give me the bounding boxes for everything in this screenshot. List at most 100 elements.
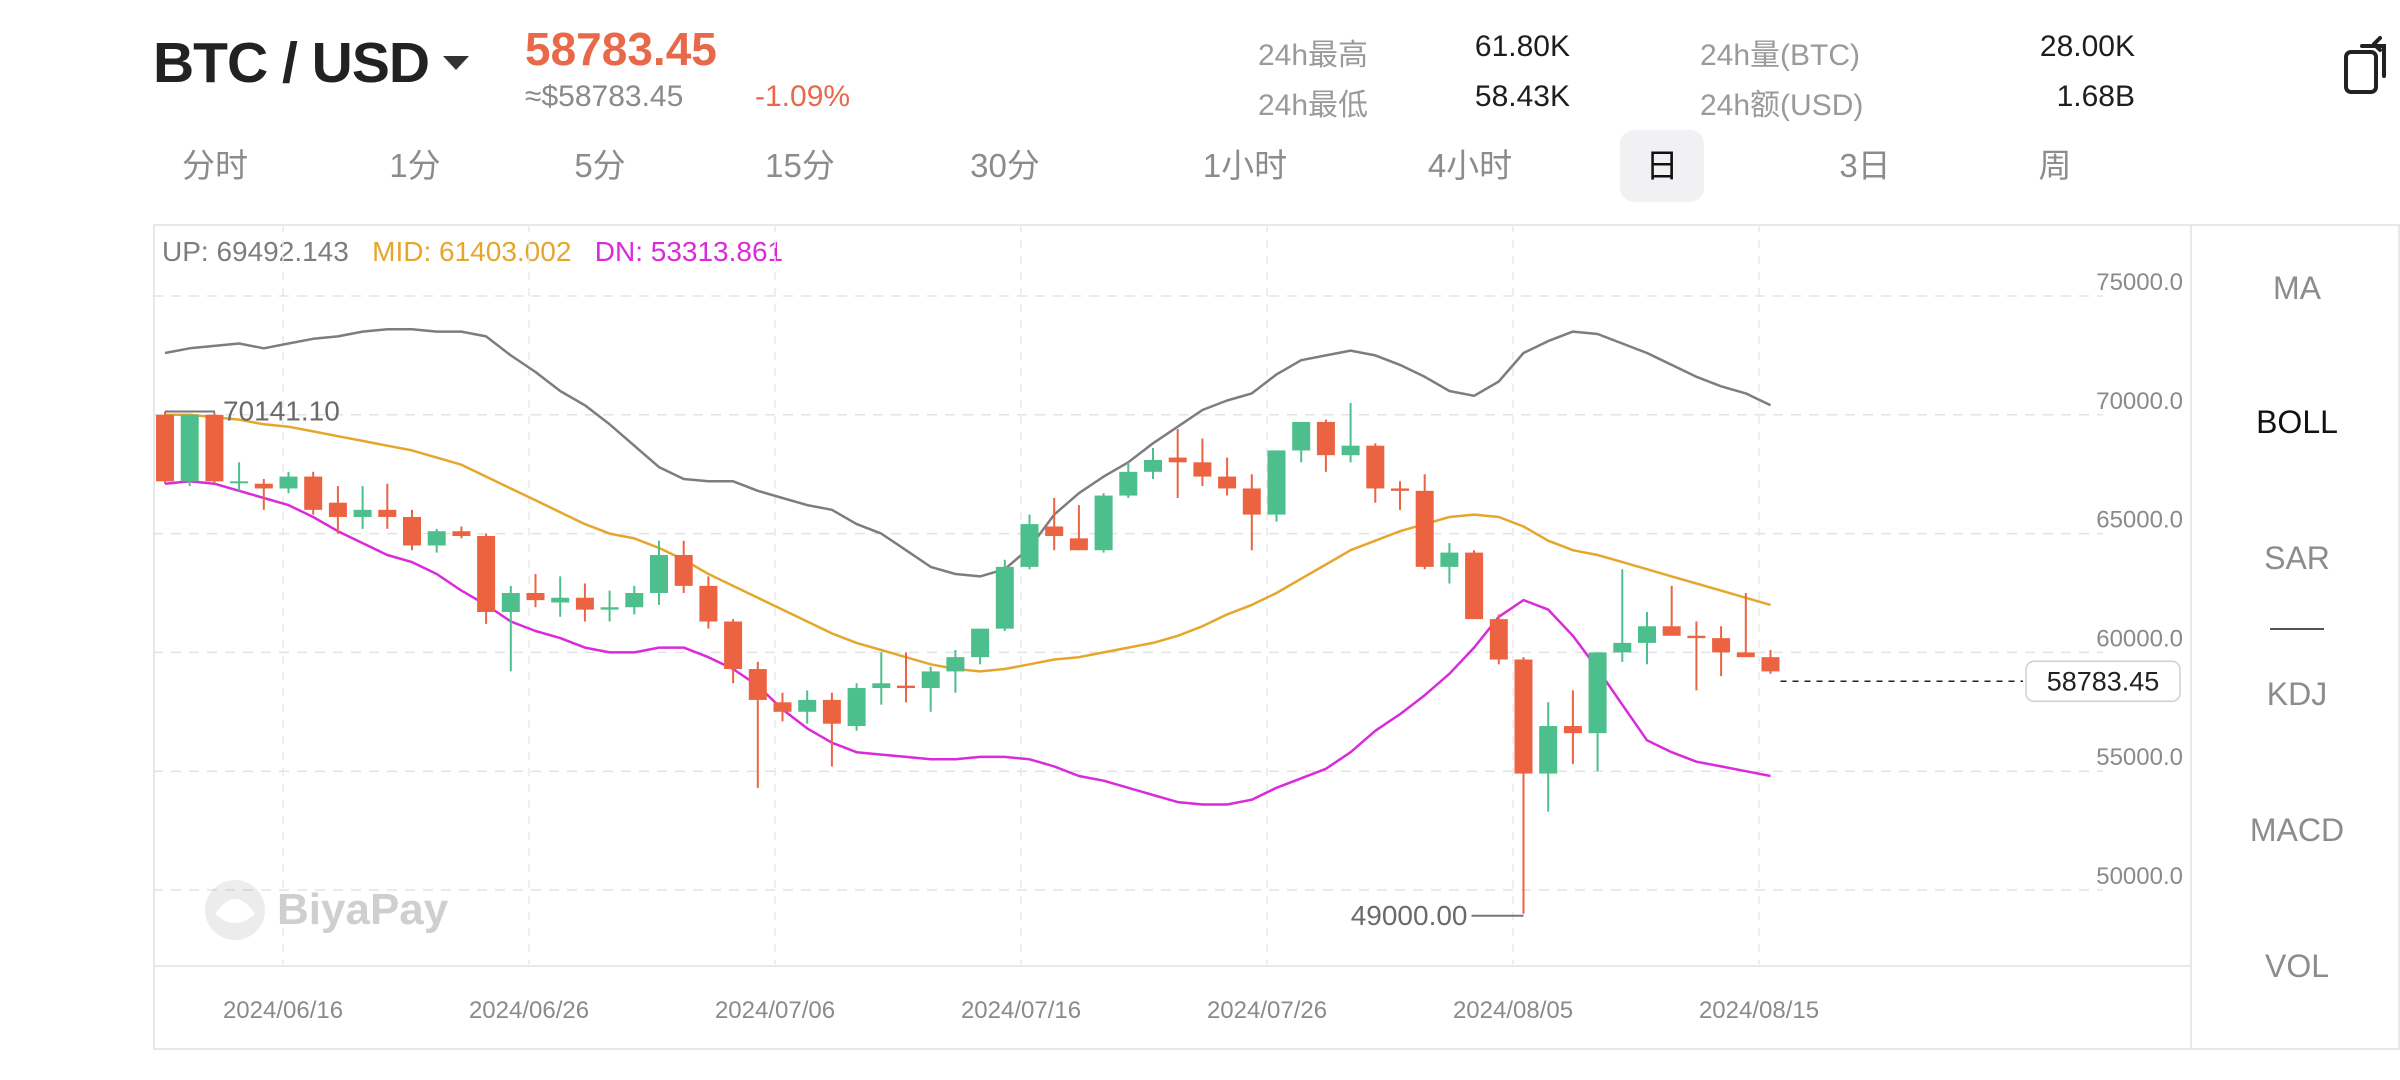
- boll-legend: UP: 69492.143 MID: 61403.002 DN: 53313.8…: [162, 236, 783, 268]
- caret-down-icon: [443, 56, 469, 70]
- candle-body: [1341, 445, 1360, 456]
- x-tick-label: 2024/07/26: [1207, 997, 1327, 1024]
- candle-body: [1242, 488, 1261, 515]
- candle-body: [1613, 642, 1632, 653]
- change-percent: -1.09%: [755, 80, 851, 113]
- candle-body: [748, 669, 767, 700]
- y-tick-label: 65000.0: [2096, 507, 2183, 534]
- share-button[interactable]: [2340, 30, 2400, 100]
- approx-usd-price: ≈$58783.45: [525, 80, 684, 113]
- candle-body: [427, 531, 446, 546]
- candle-body: [156, 414, 174, 482]
- indicator-vol[interactable]: VOL: [2264, 948, 2330, 984]
- pair-selector[interactable]: BTC / USD: [153, 30, 469, 96]
- candle-body: [1712, 638, 1731, 653]
- candle-body: [526, 593, 545, 601]
- tab-1min[interactable]: 1分: [389, 147, 441, 184]
- candle-body: [650, 554, 668, 593]
- candle-body: [1144, 459, 1162, 472]
- y-tick-label: 75000.0: [2096, 269, 2183, 296]
- volume-24h-value: 28.00K: [2039, 30, 2135, 63]
- high-24h-label: 24h最高: [1258, 39, 1369, 72]
- candle-body: [1218, 476, 1237, 489]
- candle-body: [625, 593, 644, 608]
- candle-body: [971, 628, 990, 658]
- candle-body: [1415, 490, 1434, 567]
- candle-body: [353, 509, 372, 517]
- candle-body: [847, 688, 866, 727]
- candle-body: [1588, 652, 1607, 734]
- high-24h-value: 61.80K: [1474, 30, 1570, 63]
- candle-body: [1292, 421, 1311, 451]
- tab-day[interactable]: 日: [1620, 130, 1704, 202]
- candle-body: [1168, 457, 1187, 463]
- candle-body: [600, 607, 619, 610]
- candle-body: [1020, 524, 1039, 567]
- candle-body: [1366, 445, 1385, 489]
- y-tick-label: 70000.0: [2096, 388, 2183, 415]
- candle-body: [304, 476, 323, 510]
- candle-body: [477, 535, 496, 613]
- candle-body: [822, 699, 841, 724]
- candle-body: [897, 685, 915, 689]
- candle-body: [1563, 726, 1582, 734]
- boll-mid-value: MID: 61403.002: [372, 236, 572, 267]
- low-24h-value: 58.43K: [1474, 80, 1570, 113]
- boll-mid-line: [165, 413, 1771, 673]
- candle-body: [1267, 450, 1286, 515]
- candle-body: [946, 657, 965, 672]
- x-tick-label: 2024/06/16: [223, 997, 343, 1024]
- candle-body: [1069, 538, 1088, 551]
- x-tick-label: 2024/07/06: [715, 997, 835, 1024]
- candle-body: [1391, 488, 1409, 491]
- indicator-macd[interactable]: MACD: [2249, 812, 2345, 848]
- amount-24h-value: 1.68B: [2056, 80, 2135, 113]
- candle-body: [403, 516, 421, 546]
- candle-body: [1119, 471, 1138, 496]
- candle-body: [378, 509, 397, 517]
- tab-week[interactable]: 周: [2038, 147, 2072, 184]
- chart-frame: [153, 224, 2400, 1050]
- candle-body: [180, 414, 199, 482]
- candle-body: [501, 593, 520, 613]
- x-tick-label: 2024/08/05: [1453, 997, 1573, 1024]
- y-tick-label: 55000.0: [2096, 744, 2183, 771]
- tab-fenshi[interactable]: 分时: [182, 147, 248, 184]
- boll-lower-value: DN: 53313.861: [594, 236, 784, 267]
- candle-body: [872, 683, 891, 689]
- tab-4hour[interactable]: 4小时: [1427, 147, 1513, 184]
- boll-upper-line: [164, 328, 1772, 578]
- tab-15min[interactable]: 15分: [765, 147, 835, 184]
- candle-body: [1489, 619, 1508, 660]
- candle-body: [1736, 652, 1755, 658]
- candle-body: [1045, 526, 1064, 536]
- tab-3day[interactable]: 3日: [1839, 147, 1891, 184]
- candle-body: [1440, 552, 1459, 567]
- candlestick-chart[interactable]: 75000.0 70000.0 65000.0 60000.0 55000.0 50000…: [153, 224, 2190, 1050]
- x-tick-label: 2024/06/26: [469, 997, 589, 1024]
- candle-body: [798, 699, 817, 712]
- low-24h-label: 24h最低: [1258, 89, 1369, 122]
- boll-upper-value: UP: 69492.143: [162, 236, 349, 267]
- candle-body: [452, 531, 471, 536]
- candle-body: [674, 554, 693, 586]
- indicator-ma[interactable]: MA: [2273, 270, 2321, 306]
- candle-body: [230, 481, 249, 484]
- tab-1hour[interactable]: 1小时: [1202, 147, 1288, 184]
- indicator-boll[interactable]: BOLL: [2256, 404, 2338, 440]
- last-price: 58783.45: [525, 23, 717, 75]
- candle-body: [279, 476, 298, 489]
- candle-body: [254, 483, 273, 489]
- watermark-text: BiyaPay: [277, 885, 449, 934]
- watermark-logo: [205, 880, 265, 940]
- tab-30min[interactable]: 30分: [970, 147, 1040, 184]
- candle-body: [328, 502, 347, 517]
- last-price-tag: [2025, 660, 2181, 703]
- x-tick-label: 2024/07/16: [961, 997, 1081, 1024]
- y-tick-label: 50000.0: [2096, 863, 2183, 890]
- indicator-kdj[interactable]: KDJ: [2266, 676, 2328, 712]
- candle-body: [773, 702, 792, 712]
- candle-body: [1514, 659, 1533, 774]
- indicator-sar[interactable]: SAR: [2264, 540, 2330, 576]
- tab-5min[interactable]: 5分: [574, 147, 626, 184]
